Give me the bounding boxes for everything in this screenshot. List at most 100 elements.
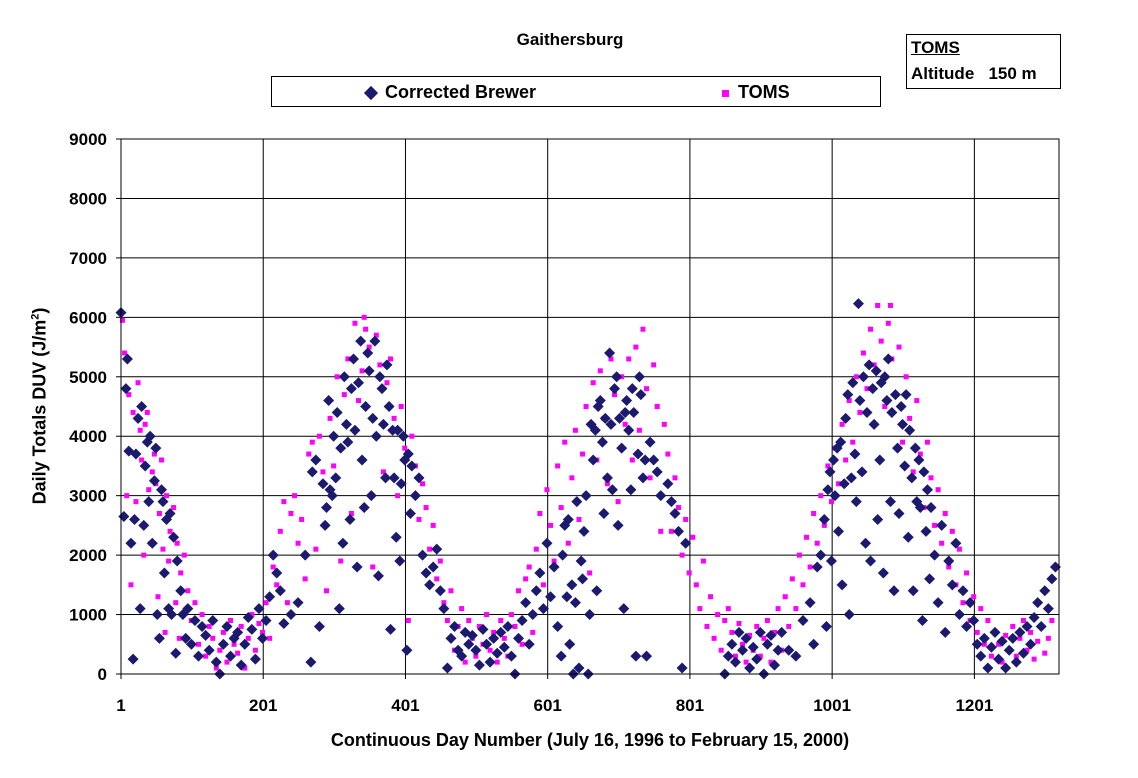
data-point (836, 481, 842, 487)
data-point (857, 409, 863, 415)
data-point (459, 606, 465, 612)
data-point (395, 478, 407, 490)
data-point (130, 409, 136, 415)
data-point (640, 326, 646, 332)
data-point (470, 644, 482, 656)
info-box: TOMS Altitude 150 m (906, 34, 1061, 89)
data-point (632, 448, 644, 460)
data-point (548, 522, 554, 528)
data-point (427, 546, 433, 552)
data-point (463, 638, 475, 650)
data-point (544, 487, 550, 493)
data-point (725, 606, 731, 612)
data-point (644, 386, 650, 392)
data-point (274, 582, 280, 588)
data-point (623, 424, 635, 436)
data-point (306, 466, 318, 478)
data-point (338, 558, 344, 564)
y-tick-label: 9000 (69, 130, 107, 149)
data-point (352, 320, 358, 326)
data-point (353, 377, 365, 389)
data-point (625, 484, 637, 496)
data-point (828, 454, 840, 466)
data-point (206, 623, 212, 629)
data-point (985, 641, 997, 653)
data-point (1039, 585, 1051, 597)
data-point (138, 519, 150, 531)
data-point (302, 576, 308, 582)
data-point (126, 392, 132, 398)
data-point (814, 540, 820, 546)
data-point (356, 454, 368, 466)
data-point (398, 404, 404, 409)
data-point (217, 638, 229, 650)
data-point (527, 609, 539, 621)
data-point (321, 502, 333, 514)
data-point (170, 647, 182, 659)
x-tick-label: 401 (391, 696, 419, 715)
data-point (935, 487, 941, 493)
data-point (615, 499, 621, 505)
data-point (345, 356, 351, 362)
data-point (971, 638, 983, 650)
data-point (726, 638, 738, 650)
data-point (829, 490, 841, 502)
legend-label: TOMS (738, 82, 790, 102)
data-point (175, 585, 187, 597)
data-point (704, 623, 710, 629)
data-point (628, 406, 640, 418)
data-point (985, 618, 991, 623)
data-point (448, 588, 454, 594)
data-point (679, 552, 685, 558)
data-point (722, 650, 734, 662)
data-point (740, 641, 746, 647)
data-point (732, 653, 738, 659)
data-point (185, 638, 197, 650)
data-point (865, 555, 877, 567)
data-point (498, 618, 504, 623)
data-point (975, 650, 987, 662)
data-point (804, 597, 816, 609)
data-point (1010, 656, 1022, 668)
data-point (437, 558, 443, 564)
data-point (950, 537, 962, 549)
data-point (462, 659, 468, 665)
y-tick-label: 6000 (69, 308, 107, 327)
data-point (797, 615, 809, 626)
data-point (196, 641, 202, 647)
data-point (591, 585, 603, 597)
data-point (838, 478, 850, 490)
data-point (143, 496, 155, 508)
data-point (552, 620, 564, 632)
data-point (939, 540, 945, 546)
data-point (185, 588, 191, 594)
data-point (281, 499, 287, 505)
data-point (929, 549, 941, 561)
data-point (1035, 620, 1047, 632)
data-point (313, 546, 319, 552)
data-point (608, 356, 614, 362)
series-toms (119, 302, 1055, 671)
data-point (498, 641, 510, 653)
data-point (857, 371, 869, 383)
data-point (316, 433, 322, 439)
data-point (833, 525, 845, 537)
y-tick-label: 8000 (69, 189, 107, 208)
data-point (173, 600, 179, 606)
data-point (441, 662, 453, 674)
data-point (996, 635, 1008, 647)
data-point (583, 404, 589, 409)
data-point (900, 439, 906, 445)
data-point (385, 623, 397, 635)
data-point (513, 632, 525, 644)
data-point (737, 644, 749, 656)
data-point (162, 629, 168, 635)
data-point (818, 513, 830, 525)
data-point (526, 564, 532, 570)
data-point (430, 522, 436, 528)
data-point (253, 603, 265, 615)
data-point (661, 421, 667, 427)
data-point (658, 528, 664, 534)
data-point (584, 609, 596, 621)
data-point (946, 564, 952, 570)
